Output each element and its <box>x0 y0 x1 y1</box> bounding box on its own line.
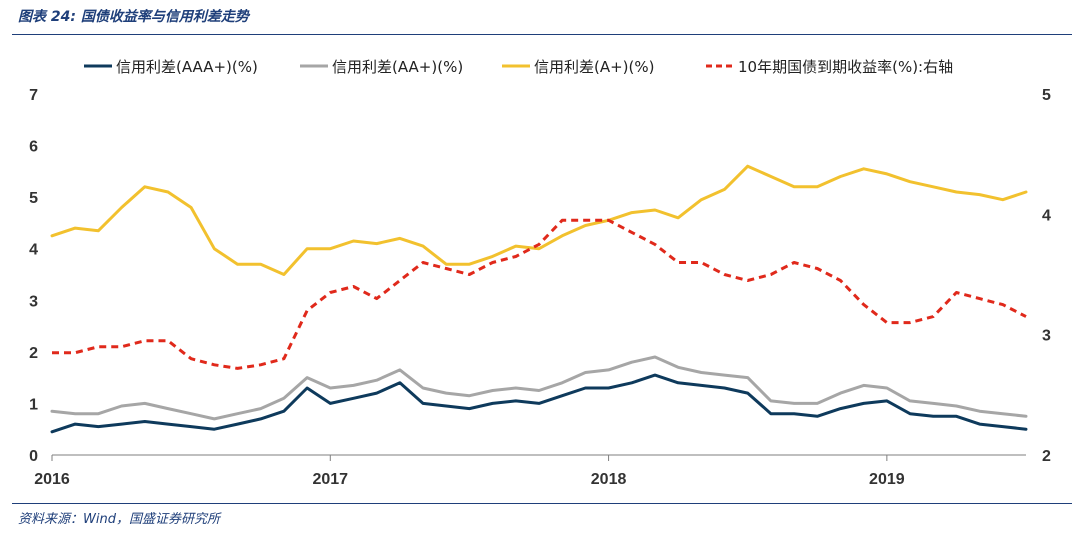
chart-legend: 信用利差(AAA+)(%) 信用利差(AA+)(%) 信用利差(A+)(%) 10年期… <box>84 58 953 76</box>
series-line-0 <box>50 373 1028 434</box>
y-left-tick-label: 6 <box>29 139 38 156</box>
legend-label-3: 10年期国债到期收益率(%):右轴 <box>738 58 953 76</box>
series-line-3 <box>52 218 1027 370</box>
y-left-tick-label: 3 <box>29 293 38 310</box>
legend-label-0: 信用利差(AAA+)(%) <box>116 58 258 76</box>
top-divider <box>12 34 1072 35</box>
y-left-tick-label: 2 <box>29 345 38 362</box>
y-right-tick-label: 5 <box>1042 87 1051 104</box>
figure-title: 图表 24: 国债收益率与信用利差走势 <box>18 9 249 25</box>
series-line-1 <box>50 355 1028 421</box>
y-right-tick-label: 4 <box>1042 207 1051 224</box>
x-tick-label: 2017 <box>312 471 348 488</box>
y-left-tick-label: 0 <box>29 448 38 465</box>
source-note: 资料来源：Wind，国盛证券研究所 <box>18 512 220 527</box>
x-tick-label: 2018 <box>591 471 627 488</box>
legend-label-2: 信用利差(A+)(%) <box>534 58 655 76</box>
x-tick-label: 2016 <box>34 471 70 488</box>
legend-label-1: 信用利差(AA+)(%) <box>332 58 463 76</box>
y-left-tick-label: 4 <box>29 242 38 259</box>
x-tick-label: 2019 <box>869 471 905 488</box>
y-right-tick-label: 3 <box>1042 328 1051 345</box>
chart-axes: 0 1 2 3 4 5 6 7 2 3 4 5 2016 2017 2018 2019 <box>29 87 1051 488</box>
plot-area <box>50 164 1028 434</box>
y-left-tick-label: 1 <box>29 396 38 413</box>
bottom-divider <box>12 503 1072 504</box>
y-right-tick-label: 2 <box>1042 448 1051 465</box>
y-left-tick-label: 5 <box>29 190 38 207</box>
series-line-2 <box>50 164 1028 276</box>
y-left-tick-label: 7 <box>29 87 38 104</box>
